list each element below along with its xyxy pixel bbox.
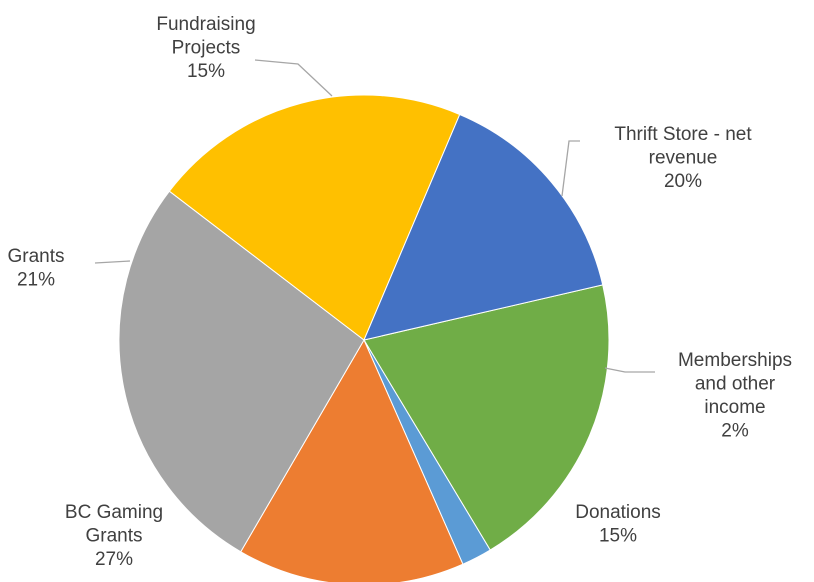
slice-label-donations: Donations 15%: [575, 502, 661, 547]
percent-label: 20%: [664, 171, 702, 192]
slice-bc-gaming-grants: [118, 190, 365, 553]
slice-label-grants: Grants 21%: [7, 246, 64, 291]
category-label-line: BC Gaming: [65, 502, 163, 523]
category-label-line: income: [704, 397, 765, 418]
category-label-line: Donations: [575, 502, 661, 523]
category-label-line: Grants: [85, 526, 142, 547]
slice-label-thrift-store-net-revenue: Thrift Store - net revenue 20%: [614, 124, 752, 192]
category-label-line: Grants: [7, 246, 64, 267]
slice-labels: Thrift Store - net revenue 20% Memberships a…: [7, 14, 792, 570]
percent-label: 15%: [599, 526, 637, 547]
slice-label-bc-gaming-grants: BC Gaming Grants 27%: [65, 502, 163, 570]
category-label-line: Fundraising: [156, 14, 255, 35]
percent-label: 15%: [187, 61, 225, 82]
leader-line-thrift-store-net-revenue: [561, 140, 580, 197]
category-label-line: Memberships: [678, 350, 792, 371]
pie-slices: [118, 94, 610, 582]
leader-line-memberships-and-other-income: [604, 367, 655, 373]
leader-line-grants: [94, 260, 131, 264]
percent-label: 27%: [95, 549, 133, 570]
category-label-line: Projects: [172, 38, 241, 59]
slice-fundraising-projects: [363, 113, 604, 341]
slice-label-memberships-and-other-income: Memberships and other income 2%: [678, 350, 792, 442]
category-label-line: Thrift Store - net: [614, 124, 752, 145]
slice-donations: [240, 338, 464, 582]
category-label-line: revenue: [649, 148, 718, 169]
category-label-line: and other: [695, 374, 776, 395]
slice-thrift-store-net-revenue: [363, 284, 610, 551]
percent-label: 21%: [17, 270, 55, 291]
slice-label-fundraising-projects: Fundraising Projects 15%: [156, 14, 255, 82]
percent-label: 2%: [721, 421, 749, 442]
slice-grants: [168, 94, 461, 341]
leader-lines: [94, 59, 655, 373]
leader-line-fundraising-projects: [254, 59, 333, 97]
